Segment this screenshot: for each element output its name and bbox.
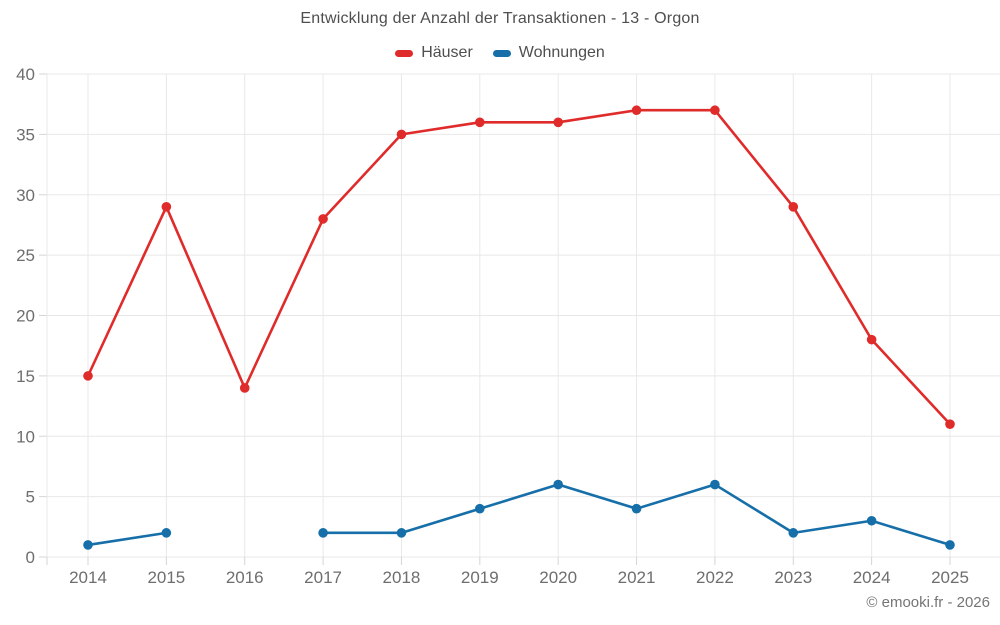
data-point-häuser-2025[interactable] — [945, 419, 955, 429]
x-axis-label-2014: 2014 — [69, 568, 107, 587]
wohnungen-series-swatch-icon — [492, 49, 511, 57]
y-axis-label-20: 20 — [16, 307, 35, 326]
x-axis-label-2023: 2023 — [774, 568, 812, 587]
haeuser-series-swatch-icon — [395, 49, 414, 57]
x-axis-label-2016: 2016 — [226, 568, 264, 587]
x-axis-label-2019: 2019 — [461, 568, 499, 587]
legend-item-wohnungen[interactable]: Wohnungen — [492, 44, 605, 62]
data-point-häuser-2024[interactable] — [866, 334, 877, 345]
y-axis-label-35: 35 — [16, 125, 35, 144]
y-axis-label-5: 5 — [26, 488, 35, 507]
x-axis-label-2017: 2017 — [304, 568, 342, 587]
data-point-wohnungen-2019[interactable] — [475, 503, 485, 514]
series-line-häuser — [86, 108, 952, 426]
chart-legend: Häuser Wohnungen — [0, 44, 1000, 62]
data-point-häuser-2020[interactable] — [553, 117, 563, 128]
data-point-häuser-2022[interactable] — [710, 105, 720, 116]
y-axis-label-0: 0 — [26, 548, 35, 567]
y-axis-label-15: 15 — [16, 367, 35, 386]
data-point-häuser-2018[interactable] — [396, 129, 407, 140]
y-axis-label-10: 10 — [16, 427, 35, 446]
x-axis-label-2018: 2018 — [383, 568, 421, 587]
copyright-credit: © emooki.fr - 2026 — [866, 594, 990, 611]
data-point-häuser-2023[interactable] — [788, 202, 799, 212]
x-axis-label-2024: 2024 — [853, 568, 891, 587]
data-point-häuser-2015[interactable] — [161, 202, 172, 212]
x-axis-label-2015: 2015 — [147, 568, 185, 587]
data-point-wohnungen-2022[interactable] — [710, 479, 720, 490]
data-point-wohnungen-2023[interactable] — [788, 528, 799, 538]
data-point-häuser-2016[interactable] — [239, 383, 250, 393]
data-point-wohnungen-2025[interactable] — [945, 540, 955, 550]
data-point-wohnungen-2014[interactable] — [83, 540, 93, 550]
data-point-wohnungen-2021[interactable] — [631, 503, 642, 514]
x-axis-label-2022: 2022 — [696, 568, 734, 587]
y-axis-label-40: 40 — [16, 65, 35, 84]
data-point-wohnungen-2017[interactable] — [318, 528, 328, 538]
x-axis-label-2025: 2025 — [931, 568, 969, 587]
legend-item-haeuser[interactable]: Häuser — [395, 44, 473, 62]
data-point-häuser-2019[interactable] — [475, 117, 485, 128]
legend-label-haeuser: Häuser — [421, 44, 473, 61]
data-point-wohnungen-2015[interactable] — [161, 528, 172, 538]
data-point-wohnungen-2018[interactable] — [396, 528, 407, 538]
data-point-häuser-2021[interactable] — [631, 105, 642, 116]
chart-title: Entwicklung der Anzahl der Transaktionen… — [300, 10, 700, 27]
series-line-wohnungen — [86, 531, 168, 547]
y-axis-label-30: 30 — [16, 186, 35, 205]
data-point-wohnungen-2024[interactable] — [866, 515, 877, 526]
x-axis-label-2020: 2020 — [539, 568, 577, 587]
y-axis-label-25: 25 — [16, 246, 35, 265]
data-point-häuser-2017[interactable] — [318, 214, 328, 224]
x-axis-label-2021: 2021 — [618, 568, 656, 587]
data-point-häuser-2014[interactable] — [83, 371, 93, 381]
legend-label-wohnungen: Wohnungen — [518, 44, 605, 61]
data-point-wohnungen-2020[interactable] — [553, 479, 563, 490]
